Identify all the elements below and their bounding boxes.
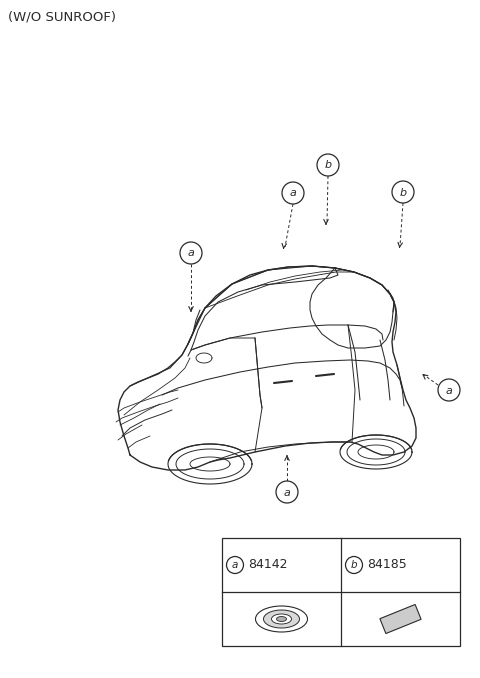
Text: (W/O SUNROOF): (W/O SUNROOF) <box>8 10 116 23</box>
Text: a: a <box>188 249 194 258</box>
Text: a: a <box>284 487 290 498</box>
FancyBboxPatch shape <box>380 605 421 633</box>
Circle shape <box>276 481 298 503</box>
Ellipse shape <box>255 606 308 632</box>
Text: a: a <box>445 386 453 395</box>
Ellipse shape <box>272 614 291 624</box>
Text: a: a <box>289 188 297 199</box>
Text: 84185: 84185 <box>367 559 407 572</box>
Circle shape <box>180 242 202 264</box>
Circle shape <box>282 182 304 204</box>
Circle shape <box>438 379 460 401</box>
Circle shape <box>317 154 339 176</box>
Text: a: a <box>232 561 238 570</box>
Text: 84142: 84142 <box>248 559 288 572</box>
Ellipse shape <box>264 610 300 628</box>
Bar <box>222 538 460 646</box>
Circle shape <box>227 557 243 574</box>
Circle shape <box>392 181 414 203</box>
Ellipse shape <box>276 616 287 622</box>
Text: b: b <box>351 561 357 570</box>
Circle shape <box>346 557 362 574</box>
Text: b: b <box>399 188 407 197</box>
Text: b: b <box>324 161 332 170</box>
